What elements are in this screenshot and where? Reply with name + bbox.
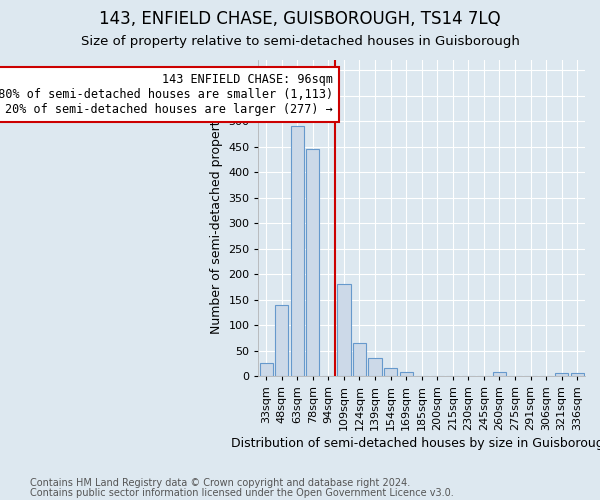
Bar [571, 374, 584, 376]
Bar [275, 304, 289, 376]
Y-axis label: Number of semi-detached properties: Number of semi-detached properties [209, 102, 223, 334]
Bar [306, 149, 319, 376]
Bar [555, 374, 568, 376]
Text: Size of property relative to semi-detached houses in Guisborough: Size of property relative to semi-detach… [80, 35, 520, 48]
Text: Contains HM Land Registry data © Crown copyright and database right 2024.: Contains HM Land Registry data © Crown c… [30, 478, 410, 488]
X-axis label: Distribution of semi-detached houses by size in Guisborough: Distribution of semi-detached houses by … [232, 437, 600, 450]
Text: Contains public sector information licensed under the Open Government Licence v3: Contains public sector information licen… [30, 488, 454, 498]
Bar [260, 364, 273, 376]
Bar [493, 372, 506, 376]
Bar [353, 343, 366, 376]
Bar [337, 284, 350, 376]
Bar [290, 126, 304, 376]
Text: 143 ENFIELD CHASE: 96sqm
← 80% of semi-detached houses are smaller (1,113)
20% o: 143 ENFIELD CHASE: 96sqm ← 80% of semi-d… [0, 72, 332, 116]
Bar [400, 372, 413, 376]
Bar [384, 368, 397, 376]
Bar [368, 358, 382, 376]
Text: 143, ENFIELD CHASE, GUISBOROUGH, TS14 7LQ: 143, ENFIELD CHASE, GUISBOROUGH, TS14 7L… [99, 10, 501, 28]
